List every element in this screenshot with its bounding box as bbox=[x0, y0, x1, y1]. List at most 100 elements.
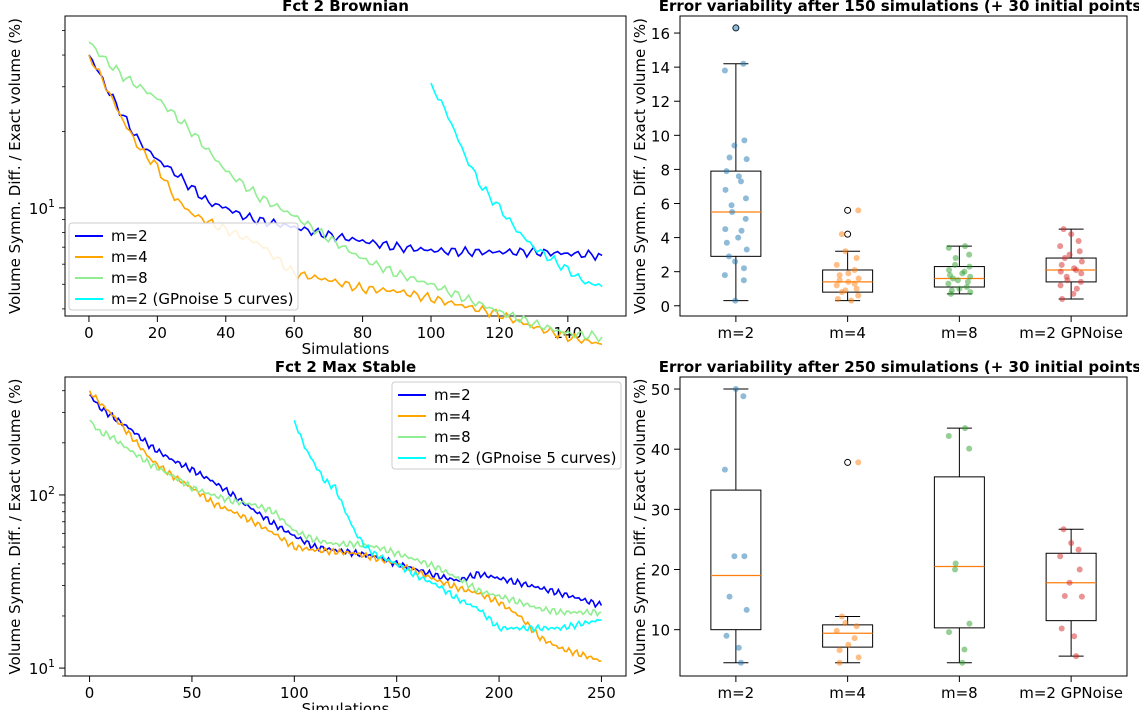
flier bbox=[844, 230, 852, 238]
box-chart-1: 0 2 4 6 8 10 12 14 16 m=2 m=4 m=8 m=2 GPNoise Error v… bbox=[631, 0, 1139, 342]
y-tick-label: 102 bbox=[29, 484, 55, 505]
data-point bbox=[1078, 258, 1085, 265]
box-m-8 bbox=[933, 425, 985, 666]
x-tick-label: m=2 bbox=[718, 684, 755, 702]
y-tick-label: 50 bbox=[651, 381, 670, 399]
data-point bbox=[726, 593, 733, 600]
data-point bbox=[952, 560, 959, 567]
data-point bbox=[1075, 546, 1082, 553]
y-tick-label: 8 bbox=[660, 161, 670, 179]
data-point bbox=[1078, 270, 1085, 277]
data-point bbox=[845, 641, 852, 648]
data-point bbox=[1066, 579, 1073, 586]
y-tick-label: 14 bbox=[651, 59, 670, 77]
x-tick-label: m=4 bbox=[829, 684, 866, 702]
data-point bbox=[743, 606, 750, 613]
y-tick-label: 4 bbox=[660, 230, 670, 248]
box-iqr bbox=[710, 489, 762, 631]
data-point bbox=[1059, 295, 1066, 302]
data-point bbox=[967, 273, 974, 280]
data-point bbox=[1075, 238, 1082, 244]
x-axis-label: Simulations bbox=[302, 700, 390, 710]
x-tick-label: 120 bbox=[485, 324, 514, 342]
x-tick-label: m=8 bbox=[941, 684, 978, 702]
axes-frame bbox=[679, 376, 1128, 677]
data-point bbox=[1073, 266, 1080, 273]
data-point bbox=[954, 277, 961, 284]
data-point bbox=[743, 156, 750, 163]
legend-entry: m=2 bbox=[111, 227, 148, 245]
flier bbox=[844, 206, 852, 214]
data-point bbox=[1068, 231, 1075, 238]
x-tick-label: m=2 GPNoise bbox=[1019, 324, 1123, 342]
y-axis-label: Volume Symm. Diff. / Exact volume (%) bbox=[631, 18, 649, 314]
data-point bbox=[738, 227, 745, 234]
data-point bbox=[740, 277, 747, 284]
data-point bbox=[853, 255, 860, 262]
data-point bbox=[1058, 625, 1065, 632]
data-point bbox=[967, 289, 974, 296]
data-point bbox=[945, 244, 952, 251]
data-point bbox=[721, 272, 728, 279]
data-point bbox=[1057, 243, 1064, 250]
data-point bbox=[1073, 653, 1080, 660]
data-point bbox=[845, 270, 852, 277]
data-point bbox=[742, 195, 749, 202]
box-m-2-gpnoise bbox=[1045, 526, 1097, 660]
x-tick-label: 80 bbox=[353, 324, 372, 342]
x-tick-label: 0 bbox=[84, 324, 94, 342]
legend-entry: m=2 bbox=[434, 386, 471, 404]
data-point bbox=[1057, 268, 1064, 275]
box-m-8 bbox=[933, 243, 985, 297]
data-point bbox=[950, 275, 957, 282]
data-point bbox=[723, 239, 730, 246]
data-point bbox=[963, 284, 970, 291]
data-point bbox=[740, 265, 747, 272]
chart-title: Fct 2 Max Stable bbox=[275, 358, 416, 376]
box-iqr bbox=[710, 170, 762, 257]
x-axis-label: Simulations bbox=[302, 340, 390, 358]
box-m-4 bbox=[822, 458, 874, 666]
y-tick-label: 10 bbox=[651, 127, 670, 145]
data-point bbox=[735, 644, 742, 651]
box-m-2 bbox=[710, 24, 762, 304]
x-tick-label: 60 bbox=[285, 324, 304, 342]
y-tick-label: 10 bbox=[651, 622, 670, 640]
data-point bbox=[721, 67, 728, 74]
data-point bbox=[956, 285, 963, 292]
legend-entry: m=8 bbox=[434, 428, 471, 446]
y-axis-label: Volume Symm. Diff. / Exact volume (%) bbox=[631, 379, 649, 675]
data-point bbox=[855, 275, 862, 282]
data-point bbox=[952, 261, 959, 268]
data-point bbox=[741, 137, 748, 144]
series-line-m-2-gpnoise-5-curves- bbox=[293, 420, 602, 634]
data-point bbox=[1061, 592, 1068, 599]
data-point bbox=[945, 280, 952, 287]
data-point bbox=[966, 445, 973, 452]
x-tick-label: 250 bbox=[587, 684, 616, 702]
legend-box bbox=[68, 222, 299, 311]
y-axis-label: Volume Symm. Diff. / Exact volume (%) bbox=[6, 18, 24, 314]
data-point bbox=[740, 393, 747, 400]
data-point bbox=[962, 243, 969, 250]
data-point bbox=[1076, 248, 1083, 255]
y-tick-label: 101 bbox=[29, 197, 55, 218]
data-point bbox=[945, 432, 952, 439]
x-tick-label: 100 bbox=[280, 684, 309, 702]
data-point bbox=[1071, 633, 1078, 640]
data-point bbox=[1057, 282, 1064, 289]
series-line-m-2-gpnoise-5-curves- bbox=[430, 82, 603, 288]
data-point bbox=[836, 272, 843, 279]
data-point bbox=[853, 623, 860, 630]
flier bbox=[844, 458, 852, 466]
data-point bbox=[723, 168, 730, 175]
data-point bbox=[851, 266, 858, 273]
data-point bbox=[833, 627, 840, 634]
data-point bbox=[855, 292, 862, 299]
y-tick-label: 6 bbox=[660, 196, 670, 214]
data-point bbox=[836, 647, 843, 654]
data-point bbox=[1058, 261, 1065, 268]
box-iqr bbox=[1045, 552, 1097, 622]
chart-title: Fct 2 Brownian bbox=[282, 0, 409, 15]
